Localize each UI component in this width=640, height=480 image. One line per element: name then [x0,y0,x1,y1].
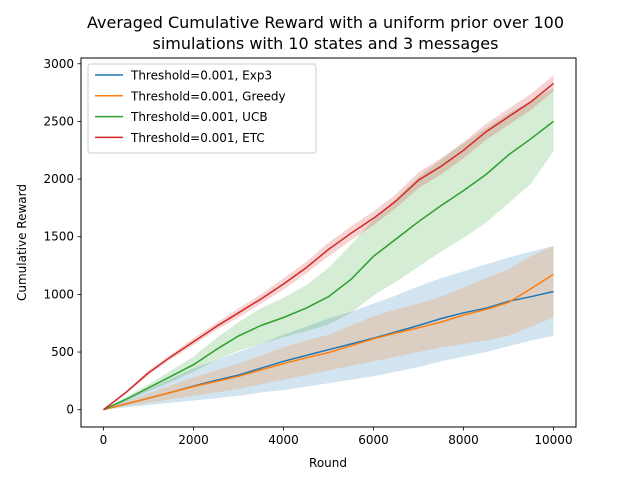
y-axis-label: Cumulative Reward [15,184,29,301]
y-tick-label: 1500 [43,230,74,244]
chart-title-line-2: simulations with 10 states and 3 message… [153,34,499,53]
series-line-2 [103,273,554,411]
y-tick-label: 2500 [43,114,74,128]
y-tick-label: 2000 [43,172,74,186]
series-line-3 [103,120,554,411]
y-tick-label: 3000 [43,57,74,71]
legend-box [87,63,317,154]
confidence-band-2 [103,246,554,410]
x-axis-ticks: 0 2000 4000 6000 8000 10000 [100,427,573,447]
legend-label-4: Threshold=0.001, ETC [130,131,265,145]
series-line-4 [103,82,554,411]
legend-label-1: Threshold=0.001, Exp3 [130,69,272,83]
y-tick-label: 1000 [43,287,74,301]
x-tick-label: 2000 [178,433,209,447]
legend-label-3: Threshold=0.001, UCB [130,110,268,124]
legend: Threshold=0.001, Exp3 Threshold=0.001, Gr… [87,63,317,154]
x-tick-label: 0 [100,433,108,447]
x-tick-label: 6000 [358,433,389,447]
y-tick-label: 500 [51,345,74,359]
legend-label-2: Threshold=0.001, Greedy [130,89,286,103]
y-axis-ticks: 0 500 1000 1500 2000 2500 3000 [43,57,81,417]
plot-frame [80,57,577,428]
x-tick-label: 4000 [268,433,299,447]
confidence-band-3 [103,88,554,410]
x-tick-label: 8000 [448,433,479,447]
x-axis-label: Round [309,456,347,470]
chart-title-line-1: Averaged Cumulative Reward with a unifor… [87,13,564,32]
y-tick-label: 0 [66,403,74,417]
series-lines [103,82,554,411]
confidence-band-1 [103,246,554,410]
x-tick-label: 10000 [534,433,572,447]
